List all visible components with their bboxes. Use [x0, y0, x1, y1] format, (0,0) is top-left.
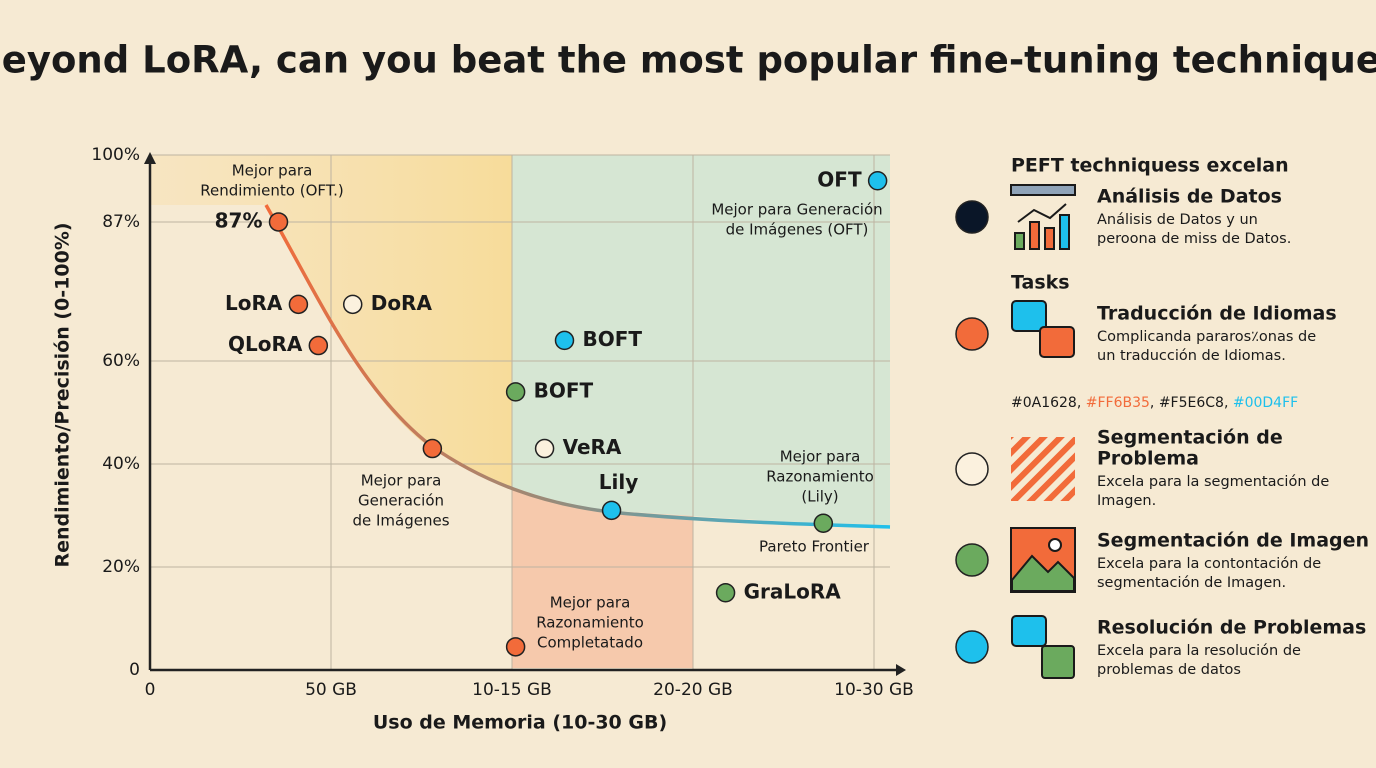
point-label: GraLoRA [744, 579, 842, 603]
annotation: Completatado [537, 634, 643, 652]
annotation: Rendimiento (OFT.) [200, 182, 344, 200]
annotation: Pareto Frontier [759, 538, 870, 556]
x-tick-label: 20-20 GB [653, 680, 733, 700]
annotation: Mejor para Generación [711, 201, 882, 219]
annotation: Razonamiento [536, 614, 644, 632]
region-performance [150, 155, 512, 490]
palette-part: #FF6B35 [1086, 395, 1150, 411]
annotation: Mejor para [232, 162, 313, 180]
x-tick-label: 50 GB [305, 680, 357, 700]
point [534, 438, 555, 459]
point-label: DoRA [371, 291, 433, 315]
point-label: 87% [215, 208, 263, 232]
legend-header: PEFT techniquess excelan [1011, 155, 1289, 177]
legend-desc: Excela para la contontación de [1097, 556, 1321, 572]
legend-title: Segmentación de Imagen [1097, 530, 1369, 552]
point [505, 382, 526, 402]
legend-title: Problema [1097, 448, 1199, 470]
palette: #0A1628, #FF6B35, #F5E6C8, #00D4FF [1011, 395, 1298, 411]
legend-desc: segmentación de Imagen. [1097, 575, 1286, 591]
point-label: Lily [599, 470, 639, 494]
legend-title: Traducción de Idiomas [1097, 303, 1337, 325]
point-label: QLoRA [228, 332, 303, 356]
annotation: Generación [358, 492, 444, 510]
legend-dot [955, 200, 989, 234]
annotation: (Lily) [801, 488, 838, 506]
point [554, 330, 575, 351]
icon-translate [1011, 300, 1075, 358]
point-label: LoRA [225, 291, 283, 315]
legend-dot [955, 317, 989, 351]
legend-desc: un traducción de Idiomas. [1097, 348, 1286, 364]
point [422, 438, 443, 459]
palette-part: #0A1628, [1011, 395, 1086, 411]
legend-desc: Imagen. [1097, 493, 1156, 509]
annotation: Mejor para [780, 448, 861, 466]
point [813, 513, 834, 533]
x-arrow [896, 664, 906, 676]
legend-dot [955, 543, 989, 577]
legend-desc: problemas de datos [1097, 662, 1241, 678]
palette-part: , #F5E6C8, [1150, 395, 1233, 411]
y-tick-label: 100% [91, 145, 140, 165]
point [601, 500, 622, 521]
point [505, 637, 526, 657]
point [867, 171, 888, 191]
legend-desc: Excela para la resolución de [1097, 643, 1301, 659]
legend-desc: Complicanda pararos٪onas de [1097, 329, 1316, 345]
legend-title: Resolución de Problemas [1097, 617, 1366, 639]
y-arrow [144, 152, 156, 164]
palette-part: #00D4FF [1233, 395, 1298, 411]
y-tick-label: 87% [102, 212, 140, 232]
point-label: OFT [817, 167, 862, 191]
y-tick-label: 60% [102, 351, 140, 371]
icon-hatch [1011, 437, 1075, 501]
x-tick-label: 0 [145, 680, 156, 700]
icon-puzzle [1011, 615, 1075, 679]
legend-dot [955, 630, 989, 664]
icon-image [1010, 527, 1076, 593]
point [342, 294, 363, 315]
annotation: Mejor para [361, 472, 442, 490]
region-reasoning [512, 490, 693, 668]
y-tick-label: 40% [102, 454, 140, 474]
annotation: de Imágenes [352, 512, 449, 530]
legend-desc: Análisis de Datos y un [1097, 212, 1258, 228]
legend-title: Segmentación de [1097, 427, 1283, 449]
point-label: BOFT [582, 327, 642, 351]
pareto-curve [264, 204, 891, 529]
chart-title: Beyond LoRA, can you beat the most popul… [0, 39, 1376, 82]
point [715, 583, 736, 603]
legend-desc: peroona de miss de Datos. [1097, 231, 1291, 247]
point [288, 294, 309, 315]
point [308, 335, 329, 356]
x-tick-label: 10-30 GB [834, 680, 914, 700]
y-tick-label: 0 [129, 660, 140, 680]
annotation: Razonamiento [766, 468, 874, 486]
y-axis-label: Rendimiento/Precisión (0-100%) [52, 222, 74, 567]
legend-tasks: Tasks [1011, 272, 1070, 294]
x-tick-label: 10-15 GB [472, 680, 552, 700]
annotation: Mejor para [550, 594, 631, 612]
legend-desc: Excela para la segmentación de [1097, 474, 1329, 490]
annotation: de Imágenes (OFT) [726, 221, 869, 239]
y-tick-label: 20% [102, 557, 140, 577]
legend-title: Análisis de Datos [1097, 186, 1282, 208]
legend-dot [955, 452, 989, 486]
region-generation [512, 155, 890, 527]
point-label: BOFT [534, 378, 594, 402]
point [268, 212, 289, 232]
point-label: VeRA [563, 435, 622, 459]
icon-data [1010, 184, 1076, 250]
x-axis-label: Uso de Memoria (10-30 GB) [373, 712, 667, 734]
